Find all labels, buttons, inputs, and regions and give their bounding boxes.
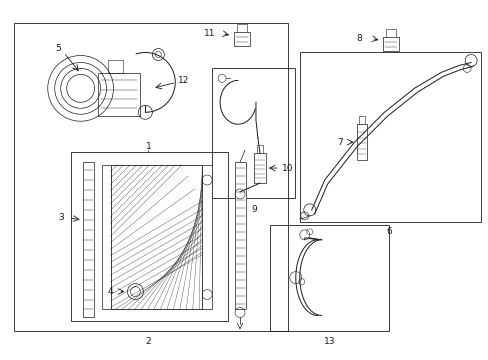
- Bar: [102, 165, 110, 310]
- Bar: [82, 162, 93, 318]
- Bar: [383, 37, 399, 50]
- Bar: [202, 165, 212, 310]
- Text: 9: 9: [250, 206, 256, 215]
- Bar: [358, 116, 364, 124]
- Bar: [71, 152, 227, 321]
- Bar: [356, 124, 366, 160]
- Bar: [299, 53, 480, 222]
- Bar: [235, 162, 245, 310]
- Text: 7: 7: [336, 138, 342, 147]
- Text: 8: 8: [356, 34, 362, 43]
- Text: 6: 6: [386, 227, 391, 236]
- Text: 5: 5: [55, 44, 61, 53]
- Bar: [14, 23, 287, 332]
- Text: 12: 12: [178, 76, 189, 85]
- Bar: [212, 68, 294, 198]
- Bar: [98, 73, 140, 116]
- Bar: [110, 165, 202, 310]
- Bar: [107, 60, 123, 73]
- Text: 11: 11: [204, 29, 215, 38]
- Text: 10: 10: [281, 163, 293, 172]
- Text: 3: 3: [58, 213, 63, 222]
- Text: 13: 13: [323, 337, 335, 346]
- Bar: [237, 24, 246, 32]
- Bar: [256, 145, 263, 153]
- Bar: [253, 153, 265, 183]
- Bar: [386, 28, 396, 37]
- Bar: [269, 225, 388, 332]
- Text: 2: 2: [145, 337, 151, 346]
- Text: 1: 1: [145, 141, 151, 150]
- Text: 4: 4: [107, 287, 113, 296]
- Bar: [234, 32, 249, 45]
